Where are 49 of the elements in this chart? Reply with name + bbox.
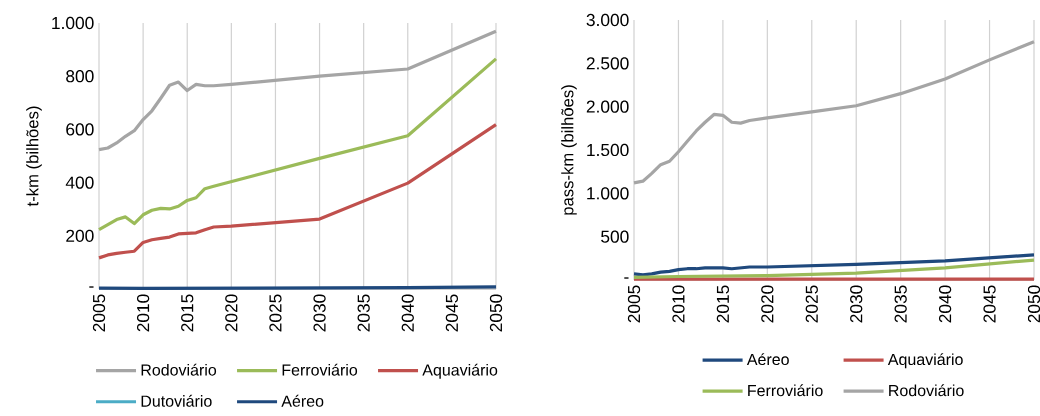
y-tick-label: 1.500 bbox=[587, 143, 629, 157]
x-tick-label: 2050 bbox=[489, 294, 503, 332]
x-tick-label: 2015 bbox=[716, 285, 730, 323]
y-tick-label: 500 bbox=[601, 230, 629, 243]
x-tick-label: 2045 bbox=[983, 285, 996, 323]
legend-label: Aéreo bbox=[281, 394, 324, 407]
x-tick-label: 2015 bbox=[181, 294, 194, 332]
x-tick-label: 2025 bbox=[805, 285, 818, 323]
x-tick-label: 2020 bbox=[761, 285, 774, 323]
line-series bbox=[97, 57, 498, 232]
legend-label: Rodoviário bbox=[889, 384, 964, 397]
x-tick-label: 2030 bbox=[313, 294, 326, 332]
x-tick-label: 2020 bbox=[225, 294, 238, 332]
y-tick-label: 2.000 bbox=[586, 100, 629, 113]
y-tick-label: 1.000 bbox=[52, 16, 94, 30]
x-tick-label: 2005 bbox=[627, 285, 641, 323]
x-tick-label: 2030 bbox=[850, 285, 863, 323]
x-tick-label: 2035 bbox=[357, 294, 370, 332]
line-series bbox=[632, 258, 1036, 279]
y-tick-label: 600 bbox=[66, 123, 94, 136]
x-tick-label: 2050 bbox=[1027, 285, 1040, 323]
x-tick-label: 2025 bbox=[269, 294, 282, 332]
x-tick-label: 2010 bbox=[672, 285, 685, 323]
x-tick-label: 2040 bbox=[401, 294, 414, 332]
legend-label: Aquaviário bbox=[887, 353, 963, 369]
legend-label: Rodoviário bbox=[141, 363, 217, 376]
x-tick-label: 2035 bbox=[894, 285, 907, 323]
x-tick-label: 2005 bbox=[92, 294, 106, 332]
line-series bbox=[97, 29, 498, 152]
y-tick-label: 3.000 bbox=[586, 13, 629, 27]
y-tick-label: 2.500 bbox=[586, 57, 629, 70]
y-tick-label: - bbox=[89, 286, 94, 288]
x-tick-label: 2040 bbox=[938, 285, 952, 323]
y-tick-label: 800 bbox=[66, 70, 94, 83]
y-axis-title: t-km (bilhões) bbox=[26, 106, 42, 207]
y-tick-label: 400 bbox=[65, 176, 94, 189]
y-tick-label: 200 bbox=[66, 229, 94, 242]
legend-label: Ferroviário bbox=[282, 363, 358, 376]
x-tick-label: 2010 bbox=[136, 294, 150, 332]
y-axis-title: pass-km (bilhões) bbox=[561, 85, 577, 215]
legend-label: Ferroviário bbox=[748, 384, 823, 397]
legend-label: Dutoviário bbox=[141, 394, 212, 407]
legend-label: Aquaviário bbox=[422, 363, 498, 379]
legend-label: Aéreo bbox=[746, 353, 789, 366]
x-tick-label: 2045 bbox=[445, 294, 459, 332]
line-series bbox=[97, 123, 498, 260]
y-tick-label: - bbox=[624, 277, 629, 279]
line-series bbox=[632, 40, 1036, 185]
y-tick-label: 1.000 bbox=[587, 187, 629, 200]
